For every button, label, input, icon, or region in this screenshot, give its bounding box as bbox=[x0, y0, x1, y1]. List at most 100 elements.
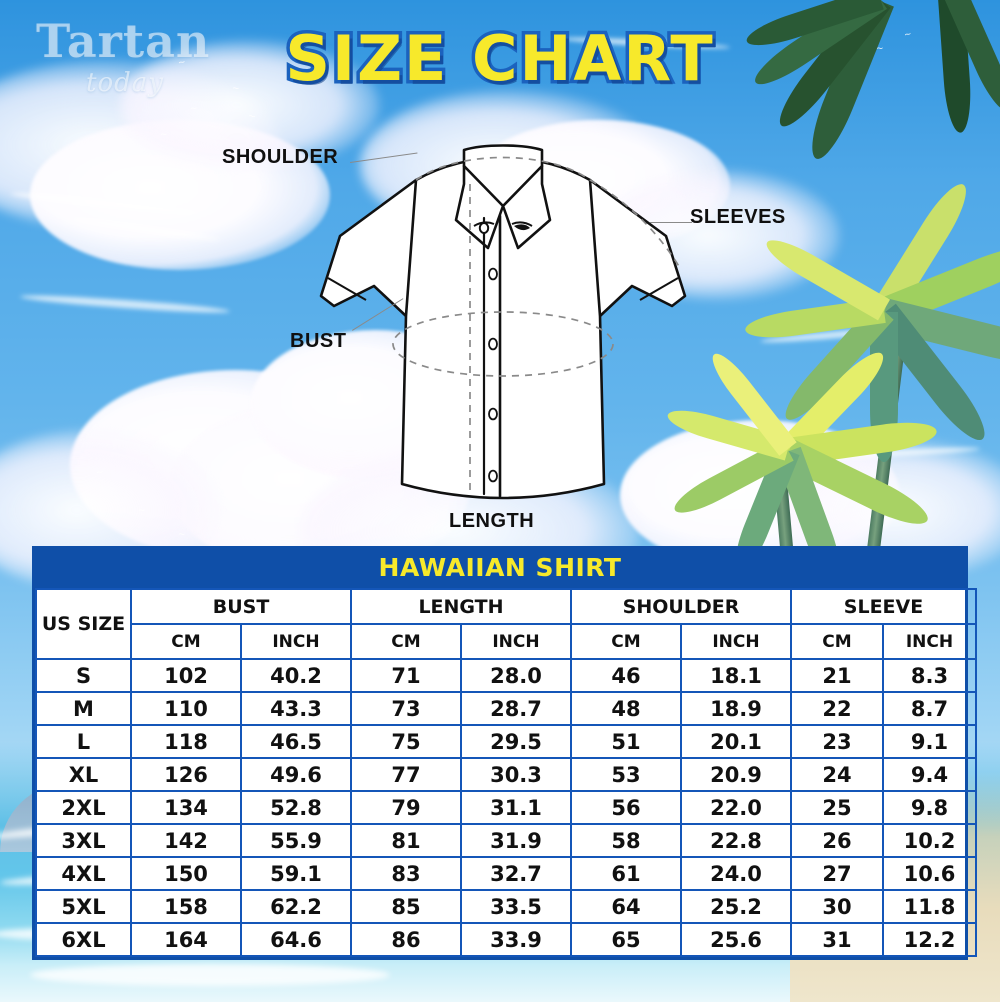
cell-size: S bbox=[35, 658, 132, 694]
cell-bust-cm: 150 bbox=[130, 856, 242, 892]
cell-shoulder-inch: 18.9 bbox=[680, 691, 792, 727]
table-row: L 118 46.5 75 29.5 51 20.1 23 9.1 bbox=[35, 724, 977, 760]
cell-shoulder-cm: 48 bbox=[570, 691, 682, 727]
cell-length-inch: 33.9 bbox=[460, 922, 572, 958]
header-length-inch: INCH bbox=[460, 623, 572, 661]
cell-bust-cm: 158 bbox=[130, 889, 242, 925]
header-shoulder-inch: INCH bbox=[680, 623, 792, 661]
cell-length-inch: 33.5 bbox=[460, 889, 572, 925]
header-bust-inch: INCH bbox=[240, 623, 352, 661]
header-group-shoulder: SHOULDER bbox=[570, 588, 792, 626]
cell-shoulder-cm: 46 bbox=[570, 658, 682, 694]
cell-length-cm: 71 bbox=[350, 658, 462, 694]
cell-shoulder-cm: 65 bbox=[570, 922, 682, 958]
cell-sleeve-cm: 25 bbox=[790, 790, 884, 826]
cell-shoulder-inch: 24.0 bbox=[680, 856, 792, 892]
cell-bust-cm: 102 bbox=[130, 658, 242, 694]
cell-sleeve-inch: 8.7 bbox=[882, 691, 977, 727]
cell-shoulder-inch: 18.1 bbox=[680, 658, 792, 694]
shirt-diagram bbox=[288, 128, 718, 533]
cell-length-inch: 28.0 bbox=[460, 658, 572, 694]
cell-size: 3XL bbox=[35, 823, 132, 859]
cell-sleeve-cm: 21 bbox=[790, 658, 884, 694]
cell-sleeve-cm: 27 bbox=[790, 856, 884, 892]
cell-size: 6XL bbox=[35, 922, 132, 958]
cell-size: M bbox=[35, 691, 132, 727]
header-bust-cm: CM bbox=[130, 623, 242, 661]
table-row: 3XL 142 55.9 81 31.9 58 22.8 26 10.2 bbox=[35, 823, 977, 859]
cell-shoulder-inch: 25.6 bbox=[680, 922, 792, 958]
cell-bust-cm: 118 bbox=[130, 724, 242, 760]
cell-sleeve-cm: 26 bbox=[790, 823, 884, 859]
cell-shoulder-cm: 64 bbox=[570, 889, 682, 925]
label-shoulder: SHOULDER bbox=[222, 146, 339, 168]
label-sleeves: SLEEVES bbox=[690, 206, 786, 228]
header-sleeve-cm: CM bbox=[790, 623, 884, 661]
cell-length-cm: 83 bbox=[350, 856, 462, 892]
cell-shoulder-inch: 25.2 bbox=[680, 889, 792, 925]
cell-size: 2XL bbox=[35, 790, 132, 826]
cell-sleeve-inch: 10.2 bbox=[882, 823, 977, 859]
label-bust: BUST bbox=[290, 330, 347, 352]
header-length-cm: CM bbox=[350, 623, 462, 661]
table-header-units: CM INCH CM INCH CM INCH CM INCH bbox=[36, 623, 977, 661]
table-row: M 110 43.3 73 28.7 48 18.9 22 8.7 bbox=[35, 691, 977, 727]
cell-length-cm: 86 bbox=[350, 922, 462, 958]
leader-sleeves bbox=[650, 222, 692, 223]
cell-bust-inch: 64.6 bbox=[240, 922, 352, 958]
cell-size: L bbox=[35, 724, 132, 760]
cell-bust-inch: 49.6 bbox=[240, 757, 352, 793]
cell-bust-inch: 46.5 bbox=[240, 724, 352, 760]
table-body: S 102 40.2 71 28.0 46 18.1 21 8.3 M 110 43.3 73 28.7 4… bbox=[35, 658, 977, 958]
cell-sleeve-inch: 9.4 bbox=[882, 757, 977, 793]
cell-shoulder-cm: 56 bbox=[570, 790, 682, 826]
cell-bust-cm: 142 bbox=[130, 823, 242, 859]
cell-shoulder-inch: 20.1 bbox=[680, 724, 792, 760]
cell-length-inch: 28.7 bbox=[460, 691, 572, 727]
cell-length-cm: 73 bbox=[350, 691, 462, 727]
cell-bust-inch: 62.2 bbox=[240, 889, 352, 925]
cell-shoulder-inch: 22.8 bbox=[680, 823, 792, 859]
header-group-bust: BUST bbox=[130, 588, 352, 626]
size-table: US SIZE BUST LENGTH SHOULDER SLEEVE CM I… bbox=[35, 588, 977, 958]
cell-length-inch: 31.9 bbox=[460, 823, 572, 859]
cell-size: 4XL bbox=[35, 856, 132, 892]
table-row: XL 126 49.6 77 30.3 53 20.9 24 9.4 bbox=[35, 757, 977, 793]
header-group-sleeve: SLEEVE bbox=[790, 588, 977, 626]
cell-bust-cm: 126 bbox=[130, 757, 242, 793]
cell-bust-cm: 164 bbox=[130, 922, 242, 958]
cell-length-cm: 77 bbox=[350, 757, 462, 793]
table-row: S 102 40.2 71 28.0 46 18.1 21 8.3 bbox=[35, 658, 977, 694]
table-row: 2XL 134 52.8 79 31.1 56 22.0 25 9.8 bbox=[35, 790, 977, 826]
label-length: LENGTH bbox=[449, 510, 535, 532]
cell-length-cm: 81 bbox=[350, 823, 462, 859]
table-row: 6XL 164 64.6 86 33.9 65 25.6 31 12.2 bbox=[35, 922, 977, 958]
cell-sleeve-cm: 31 bbox=[790, 922, 884, 958]
cell-shoulder-cm: 58 bbox=[570, 823, 682, 859]
table-header-groups: US SIZE BUST LENGTH SHOULDER SLEEVE bbox=[35, 588, 977, 661]
cell-bust-inch: 40.2 bbox=[240, 658, 352, 694]
header-sleeve-inch: INCH bbox=[882, 623, 977, 661]
cell-length-cm: 75 bbox=[350, 724, 462, 760]
header-us-size: US SIZE bbox=[35, 588, 132, 661]
table-title: HAWAIIAN SHIRT bbox=[35, 549, 965, 589]
cell-shoulder-inch: 20.9 bbox=[680, 757, 792, 793]
header-shoulder-cm: CM bbox=[570, 623, 682, 661]
cell-sleeve-inch: 11.8 bbox=[882, 889, 977, 925]
cell-shoulder-inch: 22.0 bbox=[680, 790, 792, 826]
cell-bust-inch: 55.9 bbox=[240, 823, 352, 859]
cell-shoulder-cm: 61 bbox=[570, 856, 682, 892]
cell-sleeve-cm: 23 bbox=[790, 724, 884, 760]
size-table-block: HAWAIIAN SHIRT US SIZE BUST LENGTH SHOUL… bbox=[32, 546, 977, 961]
cell-sleeve-cm: 24 bbox=[790, 757, 884, 793]
cell-sleeve-cm: 22 bbox=[790, 691, 884, 727]
page-title: SIZE CHART bbox=[282, 19, 716, 99]
cell-size: 5XL bbox=[35, 889, 132, 925]
header-group-length: LENGTH bbox=[350, 588, 572, 626]
cell-length-inch: 29.5 bbox=[460, 724, 572, 760]
cell-length-cm: 79 bbox=[350, 790, 462, 826]
cell-sleeve-cm: 30 bbox=[790, 889, 884, 925]
cell-shoulder-cm: 53 bbox=[570, 757, 682, 793]
cell-length-inch: 30.3 bbox=[460, 757, 572, 793]
